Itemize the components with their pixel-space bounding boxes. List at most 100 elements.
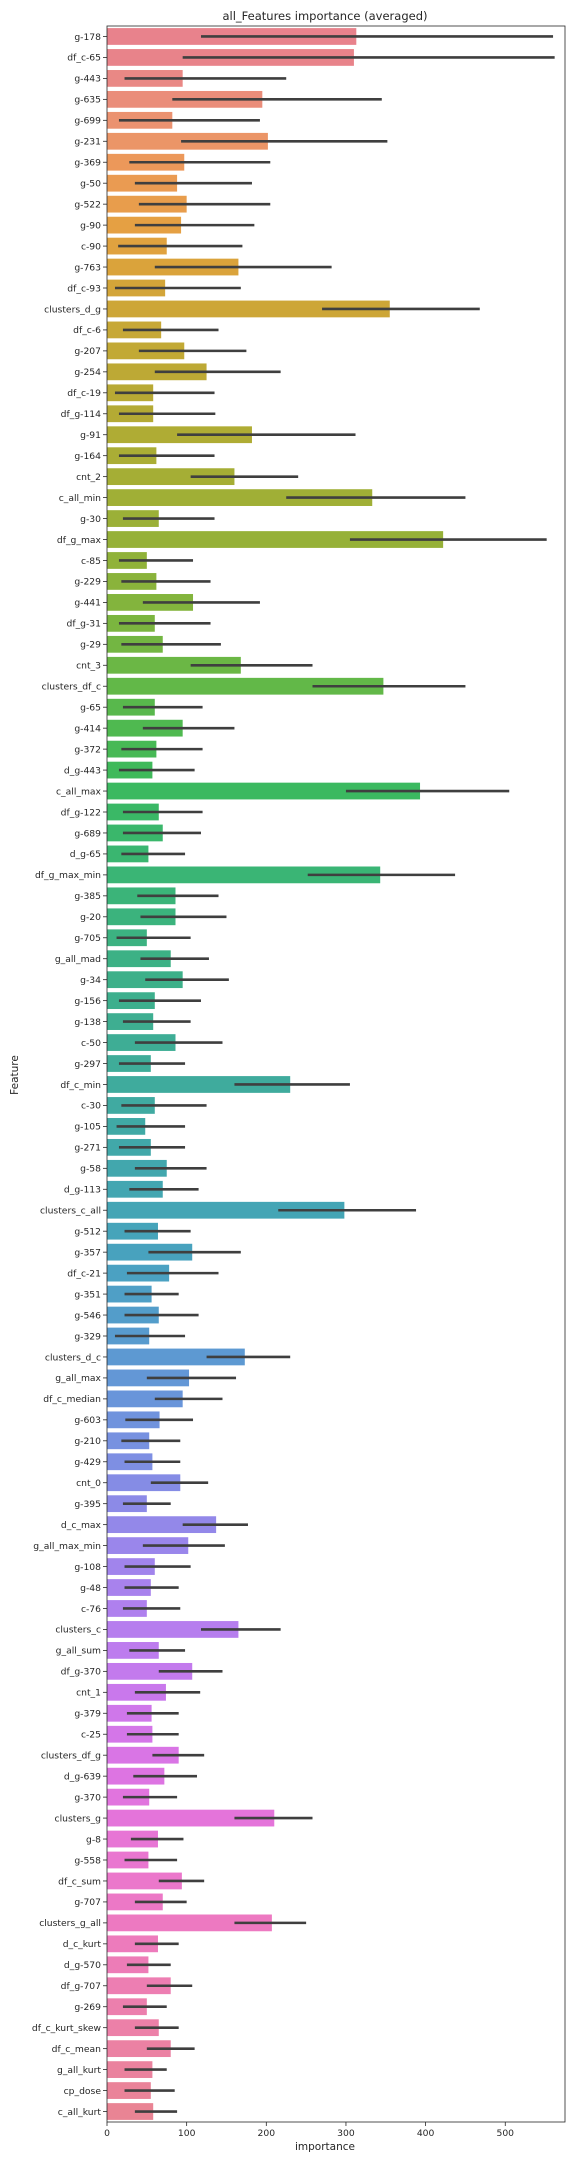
y-tick-label: df_g-707	[61, 1981, 101, 1992]
y-tick-label: g-229	[74, 577, 101, 588]
y-tick-label: g-50	[80, 179, 101, 190]
y-tick-label: g_all_mad	[55, 954, 101, 965]
x-tick-label: 500	[496, 2128, 514, 2139]
bar	[107, 1621, 239, 1638]
y-tick-label: g-351	[74, 1289, 101, 1300]
bar	[107, 1914, 272, 1932]
y-tick-label: g-8	[86, 1834, 101, 1845]
bar	[107, 1872, 182, 1890]
y-tick-label: g-254	[74, 367, 101, 378]
y-tick-label: df_g-114	[61, 409, 101, 420]
y-tick-label: g-29	[80, 640, 101, 651]
y-tick-label: g-546	[74, 1310, 101, 1321]
y-tick-label: g-372	[74, 744, 101, 755]
x-tick-label: 0	[104, 2128, 110, 2139]
y-tick-label: d_g-639	[64, 1771, 101, 1782]
y-tick-label: d_g-65	[70, 849, 101, 860]
bar	[107, 1746, 179, 1764]
bar	[107, 2103, 154, 2120]
y-tick-label: cnt_0	[76, 1478, 101, 1489]
y-tick-label: c-25	[81, 1730, 101, 1741]
y-tick-label: c_all_kurt	[58, 2107, 102, 2118]
y-tick-label: g_all_sum	[56, 1646, 101, 1657]
y-tick-label: g-138	[74, 1017, 101, 1028]
y-tick-label: cnt_2	[76, 472, 101, 483]
y-tick-label: df_g_max	[57, 535, 102, 546]
y-tick-label: df_c-65	[67, 53, 101, 64]
bar	[107, 866, 381, 884]
y-tick-label: cnt_3	[76, 661, 101, 672]
y-tick-label: g-522	[74, 199, 101, 210]
y-tick-label: g-48	[80, 1583, 101, 1594]
y-tick-label: g-329	[74, 1331, 101, 1342]
y-tick-label: g-635	[74, 95, 101, 106]
x-tick-label: 400	[417, 2128, 435, 2139]
bar	[107, 1662, 193, 1680]
y-tick-label: clusters_c_all	[40, 1206, 101, 1217]
y-tick-label: clusters_c	[55, 1625, 101, 1636]
y-tick-label: d_c_max	[61, 1520, 102, 1531]
y-tick-label: c-30	[81, 1101, 101, 1112]
y-tick-label: d_c_kurt	[63, 1939, 102, 1950]
y-tick-label: g-370	[74, 1792, 101, 1803]
y-tick-label: clusters_df_g	[41, 1751, 101, 1762]
y-tick-label: d_g-113	[64, 1185, 101, 1196]
x-tick-label: 100	[178, 2128, 196, 2139]
y-tick-label: g-58	[80, 1164, 101, 1175]
y-tick-label: df_c-21	[67, 1268, 101, 1279]
y-tick-label: g-105	[74, 1122, 101, 1133]
y-tick-label: g-30	[80, 514, 101, 525]
y-tick-label: clusters_g_all	[39, 1918, 101, 1929]
y-tick-label: df_g_max_min	[35, 870, 101, 881]
bar	[107, 1201, 345, 1219]
y-tick-label: c-76	[81, 1604, 101, 1615]
y-tick-label: d_g-443	[64, 765, 101, 776]
y-tick-label: g-558	[74, 1855, 101, 1866]
y-tick-label: c_all_max	[56, 786, 102, 797]
y-tick-label: g-707	[74, 1897, 101, 1908]
y-tick-label: clusters_df_c	[42, 682, 101, 693]
y-tick-label: g-108	[74, 1562, 101, 1573]
x-tick-label: 200	[258, 2128, 276, 2139]
y-tick-label: g-357	[74, 1247, 101, 1258]
bar	[107, 1977, 171, 1995]
y-tick-label: g-369	[74, 158, 101, 169]
y-tick-label: clusters_g	[55, 1813, 101, 1824]
bar	[107, 1935, 158, 1953]
y-tick-label: g-90	[80, 220, 101, 231]
y-tick-label: g-379	[74, 1709, 101, 1720]
y-tick-label: g-512	[74, 1227, 101, 1238]
y-tick-label: g-65	[80, 703, 101, 714]
y-tick-label: clusters_d_c	[45, 1352, 101, 1363]
bar	[107, 677, 384, 695]
y-tick-label: g-34	[80, 975, 101, 986]
y-tick-label: cp_dose	[64, 2086, 102, 2097]
plot-area: g-178 df_c-65 g-443 g-635 g-699 g-231 g-369 g-5…	[32, 25, 566, 2139]
y-tick-label: g-164	[74, 451, 101, 462]
y-tick-label: g-156	[74, 996, 101, 1007]
y-tick-label: g-271	[74, 1143, 101, 1154]
y-tick-label: d_g-570	[64, 1960, 101, 1971]
y-tick-label: df_c-19	[67, 388, 101, 399]
bar	[107, 2040, 171, 2058]
bar	[107, 1076, 291, 1093]
y-tick-label: g-705	[74, 933, 101, 944]
bar	[107, 971, 183, 989]
y-tick-label: g-269	[74, 2002, 101, 2013]
y-tick-label: df_c-93	[67, 283, 101, 294]
bar	[107, 300, 390, 318]
bar	[107, 782, 421, 800]
y-tick-label: df_g-122	[61, 807, 101, 818]
y-tick-label: g-429	[74, 1457, 101, 1468]
y-tick-label: df_c_kurt_skew	[32, 2023, 102, 2034]
y-tick-label: g-395	[74, 1499, 101, 1510]
y-tick-label: df_g-370	[61, 1667, 101, 1678]
y-tick-label: g-385	[74, 891, 101, 902]
y-tick-label: c_all_min	[59, 493, 101, 504]
y-tick-label: g-603	[74, 1415, 101, 1426]
y-tick-label: g_all_kurt	[57, 2065, 101, 2076]
bar	[107, 1809, 275, 1827]
y-tick-label: g-689	[74, 828, 101, 839]
y-tick-label: g-178	[74, 32, 101, 43]
y-tick-label: cnt_1	[76, 1688, 101, 1699]
